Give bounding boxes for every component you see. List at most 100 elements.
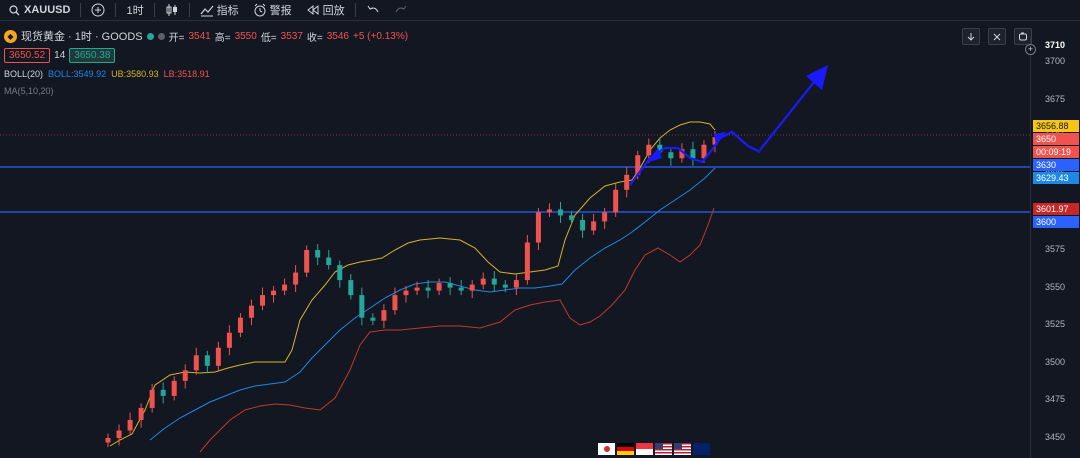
redo-icon	[394, 3, 408, 17]
candle	[646, 144, 652, 156]
candle	[602, 212, 608, 222]
candle	[469, 284, 475, 291]
candle	[546, 209, 552, 213]
candle	[624, 174, 630, 190]
redo-button[interactable]	[387, 0, 415, 21]
price-tick-label: 3450	[1045, 432, 1066, 442]
candle	[491, 278, 497, 285]
alert-label: 警报	[269, 5, 292, 17]
open-value: 3541	[188, 30, 211, 42]
candle	[569, 215, 575, 220]
ub-value: UB:3580.93	[111, 69, 159, 79]
candle	[580, 219, 586, 231]
candle	[138, 407, 144, 420]
price-tick-label: 3500	[1045, 356, 1066, 367]
collapse-button[interactable]	[988, 28, 1006, 45]
candle	[635, 155, 641, 175]
add-price-line-icon[interactable]: +	[1025, 44, 1036, 55]
trend-arrows[interactable]	[629, 71, 823, 186]
status-dot-icon	[157, 32, 165, 40]
close-value: 3546	[326, 30, 349, 42]
replay-button[interactable]: 回放	[299, 0, 352, 21]
price-tag: 3601.97	[1033, 203, 1079, 215]
price-tick-label: 3525	[1045, 319, 1066, 330]
market-open-dot-icon	[146, 32, 154, 40]
ma-label: MA(5,10,20)	[4, 86, 54, 96]
alert-button[interactable]: 警报	[246, 0, 299, 21]
candle	[337, 265, 343, 281]
candle	[679, 149, 685, 159]
top-toolbar: XAUUSD 1时 指标 警报 回放	[0, 0, 1080, 21]
candle	[105, 438, 111, 443]
gold-coin-icon: ◆	[4, 29, 17, 43]
compare-button[interactable]	[84, 0, 112, 21]
usa-flag-icon[interactable]	[674, 443, 691, 455]
candle	[359, 295, 365, 318]
divider	[153, 3, 155, 17]
legend-title[interactable]: 现货黄金 · 1时 · GOODS	[21, 31, 143, 43]
rewind-icon	[306, 3, 320, 17]
candle	[237, 317, 243, 333]
maximize-button[interactable]	[1014, 28, 1032, 45]
candle	[502, 284, 508, 288]
buy-price-button[interactable]: 3650.38	[69, 48, 116, 63]
candle	[712, 137, 718, 145]
high-value: 3550	[234, 30, 257, 42]
candle	[315, 250, 321, 258]
boll-value: BOLL:3549.92	[48, 69, 107, 79]
candle	[370, 317, 376, 321]
undo-button[interactable]	[359, 0, 387, 21]
indicators-button[interactable]: 指标	[193, 0, 246, 21]
candle	[524, 242, 530, 281]
candle	[326, 257, 332, 266]
spread-value: 14	[54, 50, 66, 61]
arrow-head-icon	[806, 65, 828, 90]
divider	[354, 3, 356, 17]
candle	[701, 144, 707, 159]
chart-legend: ◆ 现货黄金 · 1时 · GOODS 开= 3541 高= 3550 低= 3537…	[4, 28, 408, 96]
price-tick-label: 3550	[1045, 281, 1066, 292]
interval-button[interactable]: 1时	[119, 0, 150, 21]
candle	[557, 209, 563, 216]
scroll-down-button[interactable]	[962, 28, 980, 45]
germany-flag-icon[interactable]	[617, 443, 634, 455]
candle	[149, 389, 155, 408]
sell-price-button[interactable]: 3650.52	[4, 48, 51, 63]
boll-legend-row[interactable]: BOLL(20) BOLL:3549.92 UB:3580.93 LB:3518…	[4, 69, 408, 79]
chart-type-button[interactable]	[158, 0, 186, 21]
candle	[293, 272, 299, 285]
candles-icon	[165, 3, 179, 17]
price-chart[interactable]	[0, 0, 1030, 458]
economic-events-flags	[598, 443, 710, 455]
candle	[480, 278, 486, 285]
indicators-icon	[200, 3, 214, 17]
australia-flag-icon[interactable]	[693, 443, 710, 455]
price-tick-label: 3710	[1045, 40, 1066, 50]
arrow-down-icon	[967, 32, 975, 41]
indicators-label: 指标	[216, 5, 239, 17]
price-tag: 3630	[1033, 159, 1079, 171]
singapore-flag-icon[interactable]	[636, 443, 653, 455]
usa-flag-icon[interactable]	[655, 443, 672, 455]
candle	[591, 221, 597, 231]
projection-path-2[interactable]	[719, 130, 761, 153]
symbol-search[interactable]: XAUUSD	[0, 0, 77, 21]
bid-ask-row: 3650.52 14 3650.38	[4, 48, 408, 63]
arrow-head-icon	[646, 148, 662, 163]
change-value: +5 (+0.13%)	[353, 30, 409, 42]
price-axis[interactable]: + 37103700367536503625360035753550352535…	[1025, 36, 1080, 458]
candle	[513, 280, 519, 288]
price-tick-label: 3675	[1045, 93, 1066, 104]
price-tag: 3629.43	[1033, 172, 1079, 184]
candle	[193, 355, 199, 371]
projection-arrow[interactable]	[759, 71, 823, 151]
candle	[171, 380, 177, 396]
japan-flag-icon[interactable]	[598, 443, 615, 455]
lb-value: LB:3518.91	[163, 69, 210, 79]
price-tag: 00:09:19	[1033, 146, 1079, 158]
candle	[392, 295, 398, 311]
symbol-label: XAUUSD	[24, 4, 71, 16]
ma-legend-row[interactable]: MA(5,10,20)	[4, 86, 408, 96]
low-label: 低=	[260, 32, 277, 44]
candle	[116, 430, 122, 438]
